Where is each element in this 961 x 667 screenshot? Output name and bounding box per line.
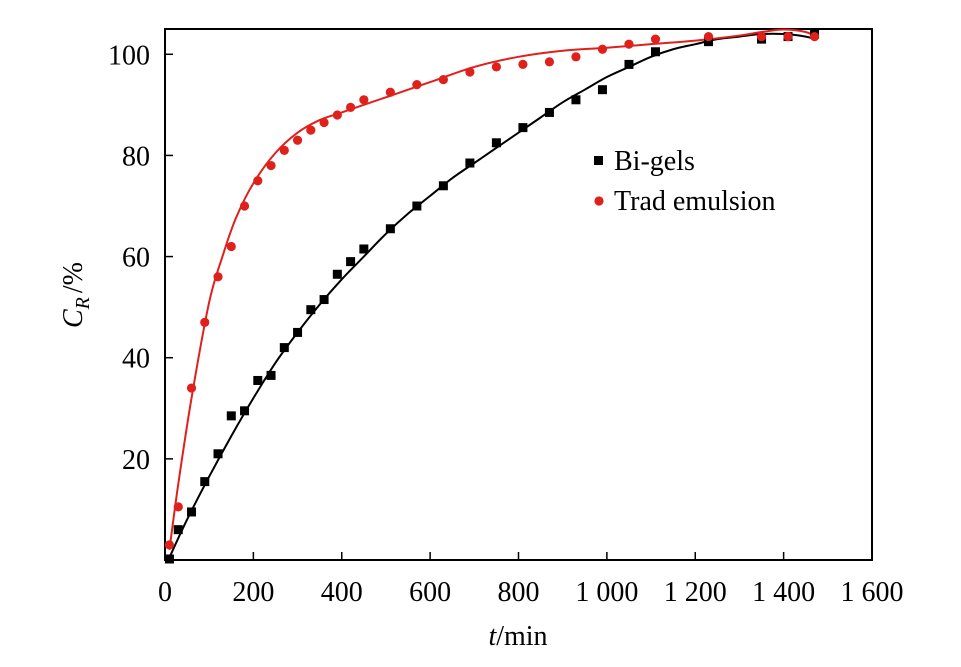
x-tick-label: 1 600	[841, 577, 904, 608]
marker-bi-gels	[253, 375, 263, 385]
marker-bi-gels	[173, 525, 183, 535]
marker-bi-gels	[346, 257, 356, 267]
marker-bi-gels	[571, 95, 581, 105]
marker-trad-emulsion	[491, 62, 502, 72]
marker-trad-emulsion	[186, 383, 197, 393]
marker-bi-gels	[200, 477, 210, 487]
marker-trad-emulsion	[292, 135, 303, 145]
legend-label-trad-emulsion: Trad emulsion	[614, 186, 776, 217]
marker-bi-gels	[650, 47, 660, 57]
marker-trad-emulsion	[200, 317, 210, 327]
fit-lines	[168, 28, 816, 558]
marker-trad-emulsion	[279, 145, 289, 155]
x-tick-label: 1 400	[752, 577, 815, 608]
marker-bi-gels	[164, 554, 174, 564]
y-tick-label: 80	[122, 141, 150, 172]
marker-bi-gels	[412, 201, 422, 211]
marker-trad-emulsion	[624, 39, 634, 49]
marker-bi-gels	[465, 158, 475, 168]
marker-bi-gels	[359, 244, 369, 254]
marker-bi-gels	[385, 224, 395, 234]
y-tick-label: 20	[122, 445, 150, 476]
marker-trad-emulsion	[703, 31, 714, 42]
x-tick-label: 600	[409, 577, 451, 608]
marker-trad-emulsion	[465, 67, 475, 77]
marker-trad-emulsion	[319, 117, 329, 128]
marker-trad-emulsion	[359, 95, 369, 105]
marker-bi-gels	[293, 327, 303, 337]
y-axis-title: CR/%	[58, 262, 94, 328]
marker-trad-emulsion	[518, 59, 528, 69]
marker-trad-emulsion	[345, 102, 356, 112]
fit-line-trad-emulsion	[168, 28, 816, 551]
marker-bi-gels	[438, 181, 448, 191]
marker-bi-gels	[306, 305, 316, 315]
marker-trad-emulsion	[213, 272, 223, 282]
y-tick-label: 100	[108, 40, 150, 71]
fit-line-bi-gels	[168, 32, 815, 558]
marker-trad-emulsion	[412, 80, 422, 90]
marker-trad-emulsion	[332, 110, 342, 120]
marker-bi-gels	[624, 59, 634, 69]
y-tick-label: 60	[122, 243, 150, 274]
x-axis: 0 200 400 600 800 1 000 1 200 1 400 1 600	[158, 552, 904, 608]
marker-bi-gels	[226, 411, 236, 421]
marker-bi-gels	[704, 37, 714, 47]
marker-bi-gels	[518, 123, 528, 133]
marker-trad-emulsion	[226, 241, 236, 252]
marker-trad-emulsion	[266, 160, 276, 171]
marker-trad-emulsion	[783, 31, 793, 42]
marker-trad-emulsion	[438, 74, 448, 85]
x-tick-label: 1 200	[664, 577, 727, 608]
legend: Bi-gels Trad emulsion	[594, 146, 776, 217]
marker-bi-gels	[187, 507, 197, 517]
marker-trad-emulsion	[597, 44, 608, 54]
x-tick-label: 400	[321, 577, 363, 608]
x-tick-label: 1 000	[575, 577, 638, 608]
marker-bi-gels	[319, 295, 329, 305]
x-axis-title: t/min	[488, 621, 547, 652]
data-markers	[164, 29, 820, 564]
marker-trad-emulsion	[809, 31, 820, 42]
legend-marker-bigels	[594, 156, 603, 165]
marker-trad-emulsion	[756, 31, 767, 42]
legend-label-bigels: Bi-gels	[614, 146, 695, 177]
y-tick-label: 40	[122, 344, 150, 375]
marker-trad-emulsion	[650, 34, 661, 44]
marker-bi-gels	[240, 406, 250, 416]
marker-trad-emulsion	[253, 176, 263, 186]
marker-bi-gels	[266, 370, 276, 380]
x-tick-label: 200	[232, 577, 274, 608]
x-tick-label: 0	[158, 577, 172, 608]
marker-bi-gels	[213, 449, 223, 459]
marker-bi-gels	[597, 85, 607, 95]
plot-frame	[164, 28, 873, 561]
marker-trad-emulsion	[173, 502, 183, 512]
marker-trad-emulsion	[544, 57, 555, 67]
marker-bi-gels	[544, 107, 554, 117]
marker-bi-gels	[279, 343, 289, 353]
marker-bi-gels	[491, 138, 501, 148]
y-axis: 20 40 60 80 100	[108, 40, 173, 476]
marker-bi-gels	[332, 269, 342, 279]
marker-trad-emulsion	[306, 125, 316, 135]
legend-marker-trad-emulsion	[594, 196, 604, 206]
marker-trad-emulsion	[385, 87, 395, 97]
marker-trad-emulsion	[239, 201, 250, 211]
x-tick-label: 800	[498, 577, 540, 608]
marker-trad-emulsion	[164, 540, 175, 550]
marker-trad-emulsion	[571, 52, 581, 62]
